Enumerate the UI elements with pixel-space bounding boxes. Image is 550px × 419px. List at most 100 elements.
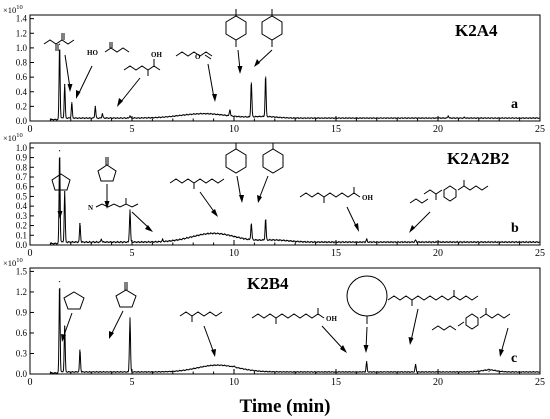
y-tick-label: 1.4: [16, 14, 28, 24]
y-tick-label: 0.0: [16, 116, 28, 126]
y-tick-label: 0.2: [16, 221, 27, 231]
structure-label-oh: OH: [151, 51, 162, 59]
x-tick-label: 25: [535, 248, 545, 259]
structure-lactide-1: [225, 9, 247, 47]
peak-point: [447, 115, 449, 117]
y-tick-label: 1.0: [16, 143, 28, 153]
arrowhead: [408, 337, 414, 345]
y-tick-label: 0.6: [16, 182, 28, 192]
arrow: [258, 175, 269, 200]
structure-acrylic-acid: [104, 42, 130, 53]
y-tick-label: 0.8: [16, 162, 28, 172]
plot-frame: [29, 267, 541, 375]
structure-lactide-2: [261, 9, 283, 47]
structure-thf: [63, 291, 85, 310]
x-tick-label: 10: [229, 124, 239, 135]
y-axis-ticks: 0.00.10.20.30.40.50.60.70.80.91.0: [16, 143, 34, 250]
peak-point: [64, 83, 66, 86]
arrow: [321, 325, 345, 351]
arrowhead: [117, 98, 123, 107]
y-tick-label: 1.2: [16, 28, 27, 38]
arrowhead: [257, 195, 262, 203]
peak-point: [414, 363, 417, 366]
peak-point: [58, 43, 61, 45]
x-tick-label: 10: [229, 248, 239, 259]
structure-allyl-ether: [175, 51, 213, 60]
x-tick-label: 20: [433, 248, 443, 259]
arrow: [410, 308, 419, 342]
arrowhead: [211, 349, 216, 357]
x-tick-label: 25: [535, 377, 545, 388]
structure-butenyl-ester: [169, 178, 225, 189]
arrowhead: [363, 345, 369, 353]
plot-frame: [29, 14, 541, 122]
structure-butenyl-propanoate: [179, 311, 223, 322]
arrow: [119, 77, 141, 104]
peak-point: [229, 110, 231, 113]
peak-point: [366, 361, 368, 363]
x-axis-title: Time (min): [240, 396, 331, 417]
arrowhead: [145, 225, 153, 232]
panel-letter: b: [511, 221, 519, 236]
peak-point: [58, 150, 61, 152]
structure-thf: [51, 173, 71, 191]
x-tick-label: 0: [28, 248, 33, 259]
structure-adipate-monoester: [251, 308, 325, 324]
y-tick-label: 0.9: [16, 153, 28, 163]
arrowhead: [237, 66, 243, 74]
y-axis-ticks: 0.0 0.2 0.4 0.6 0.8 1.0 1.2 1.4: [16, 14, 34, 126]
x-tick-label: 20: [433, 377, 443, 388]
panel-c: 0.0 0.3 0.6 0.9 1.2 1.5 0 5 10 15 20 25 ×1010 K2B4…: [3, 257, 545, 388]
y-tick-label: 0.4: [16, 87, 28, 97]
arrow: [207, 63, 215, 99]
peak-point: [100, 238, 102, 240]
y-tick-label: 0.9: [16, 307, 28, 317]
exponent-label: ×1010: [3, 4, 23, 15]
structure-monoester-acid: [299, 187, 361, 203]
exponent-label: ×1010: [3, 132, 23, 143]
peak-point: [71, 102, 73, 104]
peak-point: [64, 325, 66, 327]
arrow: [110, 310, 124, 336]
y-tick-label: 0.8: [16, 58, 28, 68]
arrowhead: [409, 225, 415, 233]
x-tick-label: 5: [130, 377, 135, 388]
x-tick-label: 15: [331, 248, 341, 259]
peak-point: [58, 281, 61, 283]
arrow: [131, 211, 151, 230]
chromatogram-trace: [50, 157, 541, 245]
structure-label-n: N: [88, 204, 93, 212]
peak-point: [64, 190, 66, 193]
arrow: [256, 49, 273, 65]
arrowhead: [499, 349, 504, 357]
arrowhead: [254, 59, 260, 67]
arrow: [77, 65, 93, 96]
peak-point: [265, 76, 267, 78]
y-tick-label: 0.6: [16, 72, 28, 82]
panel-label: K2A4: [455, 21, 498, 40]
peak-point: [129, 209, 131, 211]
y-tick-label: 1.0: [16, 43, 28, 53]
y-tick-label: 0.2: [16, 101, 27, 111]
panel-a: 0.0 0.2 0.4 0.6 0.8 1.0 1.2 1.4 0 5 10 15 20 25 ×101…: [3, 4, 545, 135]
arrowhead: [212, 94, 217, 102]
structure-macrocycle: [346, 275, 388, 324]
arrowhead: [239, 195, 244, 203]
peak-point: [129, 317, 131, 319]
y-tick-label: 0.1: [16, 230, 27, 240]
structure-cyclopentanone: [115, 282, 137, 308]
x-tick-label: 20: [433, 124, 443, 135]
peak-point: [463, 116, 466, 118]
y-axis-ticks: 0.0 0.3 0.6 0.9 1.2 1.5: [16, 266, 34, 379]
panel-label: K2A2B2: [447, 149, 509, 168]
structure-cyclopentanone: [97, 157, 117, 182]
peak-point: [366, 238, 368, 240]
peak-point: [162, 239, 164, 241]
x-tick-label: 0: [28, 377, 33, 388]
y-tick-label: 0.4: [16, 201, 28, 211]
arrow: [203, 325, 215, 354]
arrow: [411, 211, 431, 231]
chromatogram-trace: [50, 49, 541, 121]
arrowhead: [67, 84, 73, 92]
